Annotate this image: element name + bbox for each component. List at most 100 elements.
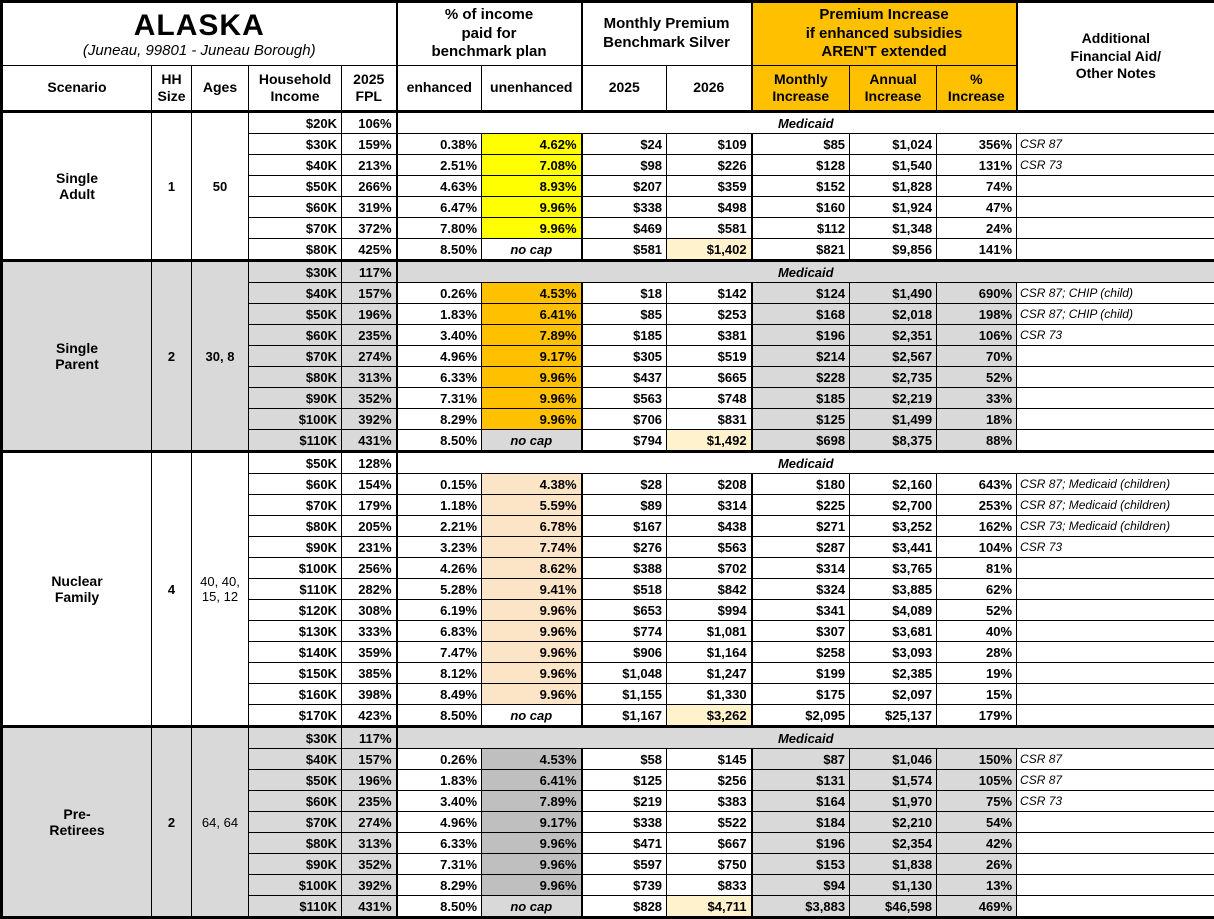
unenhanced-cell[interactable]: 9.96% (482, 367, 582, 388)
monthly-increase-cell[interactable]: $168 (752, 304, 850, 325)
enhanced-cell[interactable]: 3.23% (397, 537, 482, 558)
pct-increase-cell[interactable]: 19% (937, 663, 1017, 684)
unenhanced-cell[interactable]: 4.53% (482, 749, 582, 770)
notes-cell[interactable]: CSR 73 (1017, 325, 1214, 346)
fpl-cell[interactable]: 352% (342, 388, 397, 409)
premium-2026-cell[interactable]: $1,247 (667, 663, 752, 684)
pct-increase-cell[interactable]: 70% (937, 346, 1017, 367)
pct-increase-cell[interactable]: 24% (937, 218, 1017, 239)
enhanced-cell[interactable]: 5.28% (397, 579, 482, 600)
unenhanced-cell[interactable]: 4.53% (482, 283, 582, 304)
pct-increase-cell[interactable]: 47% (937, 197, 1017, 218)
fpl-cell[interactable]: 308% (342, 600, 397, 621)
notes-cell[interactable] (1017, 346, 1214, 367)
monthly-increase-cell[interactable]: $307 (752, 621, 850, 642)
monthly-increase-cell[interactable]: $112 (752, 218, 850, 239)
income-cell[interactable]: $140K (249, 642, 342, 663)
enhanced-cell[interactable]: 8.49% (397, 684, 482, 705)
annual-increase-cell[interactable]: $3,885 (850, 579, 937, 600)
income-cell[interactable]: $30K (249, 727, 342, 749)
monthly-increase-cell[interactable]: $228 (752, 367, 850, 388)
notes-cell[interactable]: CSR 87; CHIP (child) (1017, 283, 1214, 304)
notes-cell[interactable] (1017, 705, 1214, 727)
unenhanced-cell[interactable]: 7.74% (482, 537, 582, 558)
enhanced-cell[interactable]: 0.26% (397, 749, 482, 770)
premium-2026-cell[interactable]: $702 (667, 558, 752, 579)
premium-2026-cell[interactable]: $519 (667, 346, 752, 367)
pct-increase-cell[interactable]: 150% (937, 749, 1017, 770)
premium-2025-cell[interactable]: $58 (582, 749, 667, 770)
fpl-cell[interactable]: 333% (342, 621, 397, 642)
premium-2026-cell[interactable]: $1,492 (667, 430, 752, 452)
title-cell[interactable]: ALASKA (Juneau, 99801 - Juneau Borough) (2, 2, 397, 66)
pct-increase-cell[interactable]: 106% (937, 325, 1017, 346)
pct-increase-cell[interactable]: 469% (937, 896, 1017, 918)
annual-increase-cell[interactable]: $9,856 (850, 239, 937, 261)
pct-increase-cell[interactable]: 54% (937, 812, 1017, 833)
premium-2026-cell[interactable]: $142 (667, 283, 752, 304)
fpl-cell[interactable]: 196% (342, 770, 397, 791)
annual-increase-cell[interactable]: $4,089 (850, 600, 937, 621)
monthly-increase-cell[interactable]: $258 (752, 642, 850, 663)
unenhanced-cell[interactable]: 9.17% (482, 346, 582, 367)
unenhanced-cell[interactable]: 9.41% (482, 579, 582, 600)
enhanced-cell[interactable]: 7.31% (397, 388, 482, 409)
notes-cell[interactable] (1017, 896, 1214, 918)
premium-2025-cell[interactable]: $305 (582, 346, 667, 367)
fpl-cell[interactable]: 431% (342, 430, 397, 452)
monthly-increase-cell[interactable]: $128 (752, 155, 850, 176)
income-cell[interactable]: $90K (249, 388, 342, 409)
income-cell[interactable]: $40K (249, 155, 342, 176)
enhanced-cell[interactable]: 0.15% (397, 474, 482, 495)
income-cell[interactable]: $70K (249, 218, 342, 239)
unenhanced-cell[interactable]: 9.96% (482, 218, 582, 239)
pct-increase-cell[interactable]: 42% (937, 833, 1017, 854)
premium-2026-cell[interactable]: $381 (667, 325, 752, 346)
annual-increase-cell[interactable]: $1,924 (850, 197, 937, 218)
premium-2026-cell[interactable]: $831 (667, 409, 752, 430)
annual-increase-cell[interactable]: $3,765 (850, 558, 937, 579)
premium-2026-cell[interactable]: $1,164 (667, 642, 752, 663)
annual-increase-cell[interactable]: $1,828 (850, 176, 937, 197)
pct-increase-cell[interactable]: 18% (937, 409, 1017, 430)
fpl-cell[interactable]: 319% (342, 197, 397, 218)
premium-2025-cell[interactable]: $89 (582, 495, 667, 516)
fpl-cell[interactable]: 106% (342, 112, 397, 134)
header-pct-increase[interactable]: % Increase (937, 66, 1017, 112)
monthly-increase-cell[interactable]: $314 (752, 558, 850, 579)
annual-increase-cell[interactable]: $2,735 (850, 367, 937, 388)
hh-size-cell[interactable]: 4 (152, 452, 192, 727)
pct-increase-cell[interactable]: 104% (937, 537, 1017, 558)
annual-increase-cell[interactable]: $2,210 (850, 812, 937, 833)
fpl-cell[interactable]: 398% (342, 684, 397, 705)
premium-2026-cell[interactable]: $314 (667, 495, 752, 516)
monthly-increase-cell[interactable]: $152 (752, 176, 850, 197)
fpl-cell[interactable]: 231% (342, 537, 397, 558)
annual-increase-cell[interactable]: $2,351 (850, 325, 937, 346)
fpl-cell[interactable]: 274% (342, 346, 397, 367)
monthly-increase-cell[interactable]: $160 (752, 197, 850, 218)
premium-2026-cell[interactable]: $1,081 (667, 621, 752, 642)
scenario-cell[interactable]: Nuclear Family (2, 452, 152, 727)
enhanced-cell[interactable]: 8.50% (397, 896, 482, 918)
income-cell[interactable]: $80K (249, 367, 342, 388)
enhanced-cell[interactable]: 4.96% (397, 812, 482, 833)
income-cell[interactable]: $40K (249, 749, 342, 770)
income-cell[interactable]: $110K (249, 579, 342, 600)
monthly-increase-cell[interactable]: $698 (752, 430, 850, 452)
enhanced-cell[interactable]: 0.38% (397, 134, 482, 155)
pct-increase-cell[interactable]: 52% (937, 600, 1017, 621)
notes-cell[interactable] (1017, 218, 1214, 239)
fpl-cell[interactable]: 372% (342, 218, 397, 239)
notes-cell[interactable]: CSR 87 (1017, 749, 1214, 770)
premium-2026-cell[interactable]: $842 (667, 579, 752, 600)
fpl-cell[interactable]: 352% (342, 854, 397, 875)
income-cell[interactable]: $50K (249, 452, 342, 474)
unenhanced-cell[interactable]: 9.96% (482, 684, 582, 705)
pct-increase-cell[interactable]: 28% (937, 642, 1017, 663)
monthly-increase-cell[interactable]: $324 (752, 579, 850, 600)
monthly-increase-cell[interactable]: $185 (752, 388, 850, 409)
fpl-cell[interactable]: 431% (342, 896, 397, 918)
fpl-cell[interactable]: 157% (342, 283, 397, 304)
unenhanced-cell[interactable]: 8.62% (482, 558, 582, 579)
